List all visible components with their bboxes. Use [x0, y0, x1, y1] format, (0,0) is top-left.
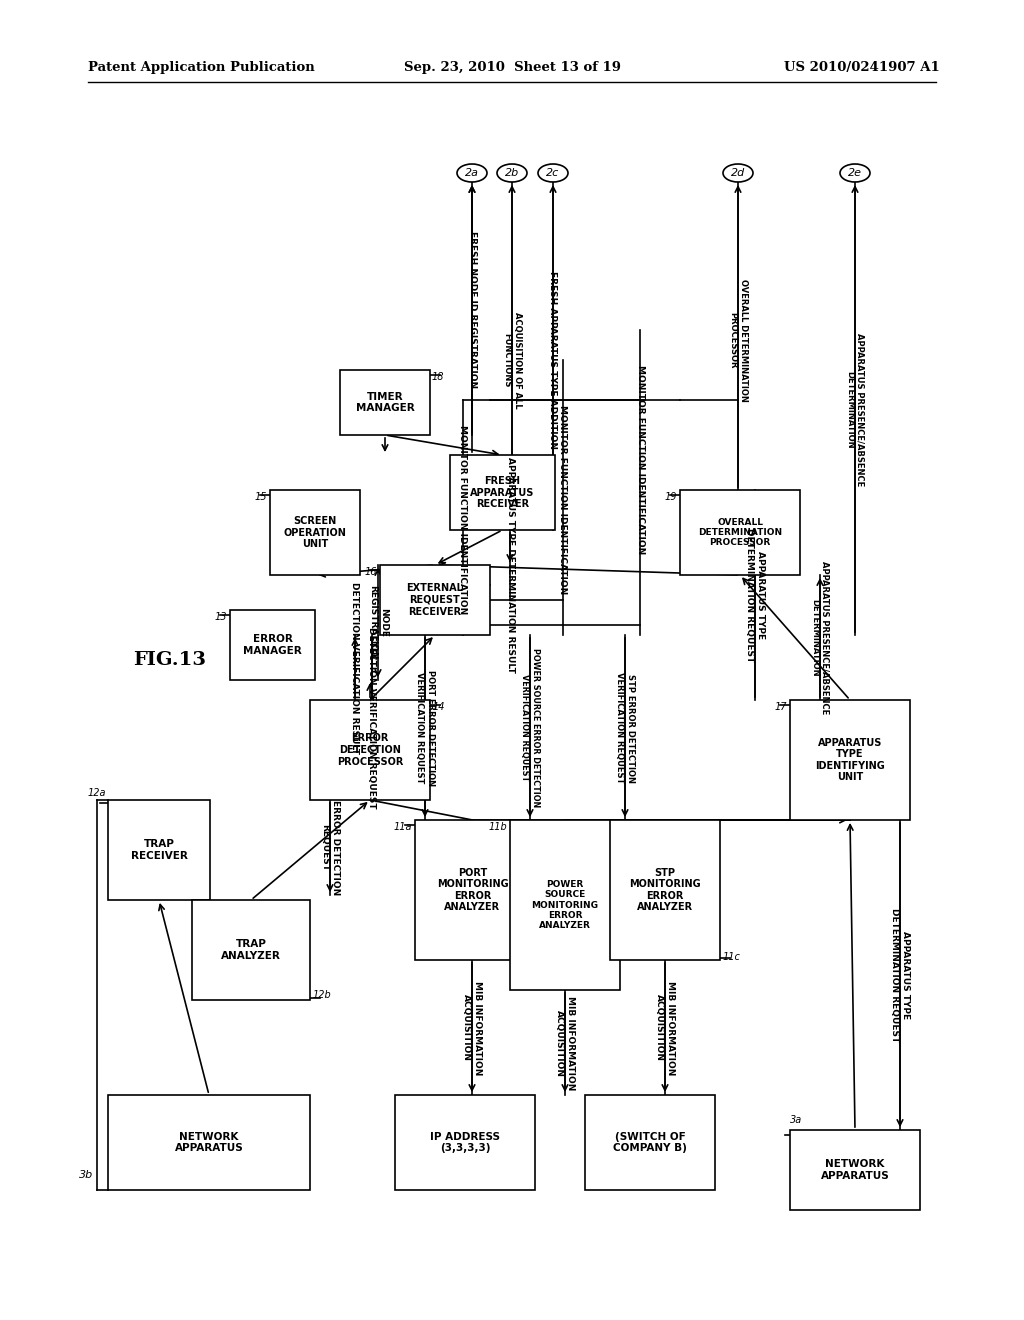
Text: NETWORK
APPARATUS: NETWORK APPARATUS: [175, 1131, 244, 1154]
Text: FRESH APPARATUS TYPE ADDITION: FRESH APPARATUS TYPE ADDITION: [549, 271, 557, 449]
Bar: [415, 820, 530, 960]
Text: ACQUISITION OF ALL
FUNCTIONS: ACQUISITION OF ALL FUNCTIONS: [503, 312, 521, 408]
Ellipse shape: [538, 164, 568, 182]
Text: 16: 16: [365, 568, 377, 577]
Bar: [610, 820, 720, 960]
Text: EXTERNAL
REQUEST
RECEIVER: EXTERNAL REQUEST RECEIVER: [407, 583, 464, 616]
Text: FRESH NODE ID REGISTRATION: FRESH NODE ID REGISTRATION: [468, 231, 476, 388]
Text: 2d: 2d: [731, 168, 745, 178]
Bar: [270, 490, 360, 576]
Text: NETWORK
APPARATUS: NETWORK APPARATUS: [820, 1159, 890, 1181]
Text: 13: 13: [214, 612, 227, 622]
Text: IP ADDRESS
(3,3,3,3): IP ADDRESS (3,3,3,3): [430, 1131, 500, 1154]
Text: 2a: 2a: [465, 168, 479, 178]
Text: 19: 19: [665, 492, 677, 502]
Text: 2c: 2c: [547, 168, 560, 178]
Text: STP
MONITORING
ERROR
ANALYZER: STP MONITORING ERROR ANALYZER: [629, 867, 700, 912]
Text: APPARATUS TYPE
DETERMINATION REQUEST: APPARATUS TYPE DETERMINATION REQUEST: [745, 528, 765, 663]
Text: FIG.13: FIG.13: [133, 651, 207, 669]
Text: STP ERROR DETECTION
VERIFICATION REQUEST: STP ERROR DETECTION VERIFICATION REQUEST: [615, 672, 635, 784]
Bar: [193, 900, 310, 1001]
Text: POWER
SOURCE
MONITORING
ERROR
ANALYZER: POWER SOURCE MONITORING ERROR ANALYZER: [531, 879, 598, 931]
Text: FRESH
APPARATUS
RECEIVER: FRESH APPARATUS RECEIVER: [470, 477, 535, 510]
Text: 18: 18: [432, 372, 444, 381]
Text: PORT ERROR DETECTION
VERIFICATION REQUEST: PORT ERROR DETECTION VERIFICATION REQUES…: [416, 671, 435, 787]
Text: MONITOR FUNCTION IDENTIFICATION: MONITOR FUNCTION IDENTIFICATION: [636, 366, 644, 554]
Bar: [585, 1096, 715, 1191]
Text: MIB INFORMATION
ACQUISITION: MIB INFORMATION ACQUISITION: [655, 981, 675, 1076]
Text: APPARATUS PRESENCE/ABSENCE
DETERMINATION: APPARATUS PRESENCE/ABSENCE DETERMINATION: [810, 561, 829, 714]
Text: TRAP
ANALYZER: TRAP ANALYZER: [221, 940, 281, 961]
Text: POWER SOURCE ERROR DETECTION
VERIFICATION REQUEST: POWER SOURCE ERROR DETECTION VERIFICATIO…: [520, 648, 540, 808]
Bar: [340, 370, 430, 436]
Bar: [380, 565, 490, 635]
Text: (SWITCH OF
COMPANY B): (SWITCH OF COMPANY B): [613, 1131, 687, 1154]
Text: APPARATUS PRESENCE/ABSENCE
DETERMINATION: APPARATUS PRESENCE/ABSENCE DETERMINATION: [845, 334, 864, 487]
Text: 11c: 11c: [723, 952, 741, 962]
Text: MONITOR FUNCTION IDENTIFICATION: MONITOR FUNCTION IDENTIFICATION: [459, 425, 468, 615]
Ellipse shape: [497, 164, 527, 182]
Ellipse shape: [457, 164, 487, 182]
Text: DETECTION VERIFICATION REQUEST: DETECTION VERIFICATION REQUEST: [368, 627, 377, 809]
Text: 2e: 2e: [848, 168, 862, 178]
Text: OVERALL
DETERMINATION
PROCESSOR: OVERALL DETERMINATION PROCESSOR: [698, 517, 782, 548]
Text: PORT
MONITORING
ERROR
ANALYZER: PORT MONITORING ERROR ANALYZER: [436, 867, 508, 912]
Text: OVERALL DETERMINATION
PROCESSOR: OVERALL DETERMINATION PROCESSOR: [728, 279, 748, 401]
Bar: [790, 1130, 920, 1210]
Bar: [680, 490, 800, 576]
Ellipse shape: [840, 164, 870, 182]
Text: 11a: 11a: [393, 822, 412, 832]
Ellipse shape: [723, 164, 753, 182]
Text: MIB INFORMATION
ACQUISITION: MIB INFORMATION ACQUISITION: [555, 995, 574, 1090]
Text: 17: 17: [774, 702, 787, 711]
Text: MONITOR FUNCTION IDENTIFICATION: MONITOR FUNCTION IDENTIFICATION: [558, 405, 567, 594]
Text: 11b: 11b: [488, 822, 507, 832]
Text: US 2010/0241907 A1: US 2010/0241907 A1: [784, 62, 940, 74]
Text: MIB INFORMATION
ACQUISITION: MIB INFORMATION ACQUISITION: [462, 981, 481, 1076]
Text: APPARATUS TYPE
DETERMINATION REQUEST: APPARATUS TYPE DETERMINATION REQUEST: [890, 908, 909, 1041]
Text: 3b: 3b: [79, 1170, 93, 1180]
Text: 2b: 2b: [505, 168, 519, 178]
Bar: [510, 820, 620, 990]
Text: 12b: 12b: [313, 990, 332, 1001]
Bar: [310, 700, 430, 800]
Text: ERROR DETECTION
REQUEST: ERROR DETECTION REQUEST: [321, 800, 340, 896]
Text: Sep. 23, 2010  Sheet 13 of 19: Sep. 23, 2010 Sheet 13 of 19: [403, 62, 621, 74]
Text: APPARATUS TYPE DETERMINATION RESULT: APPARATUS TYPE DETERMINATION RESULT: [506, 457, 514, 673]
Bar: [108, 1096, 310, 1191]
Text: APPARATUS
TYPE
IDENTIFYING
UNIT: APPARATUS TYPE IDENTIFYING UNIT: [815, 738, 885, 783]
Text: NODE
REGISTRATION: NODE REGISTRATION: [369, 585, 388, 659]
Text: 15: 15: [255, 492, 267, 502]
Text: SCREEN
OPERATION
UNIT: SCREEN OPERATION UNIT: [284, 516, 346, 549]
Text: 14: 14: [433, 702, 445, 711]
Text: DETECTION VERIFICATION RESULT: DETECTION VERIFICATION RESULT: [350, 582, 359, 754]
Bar: [790, 700, 910, 820]
Text: Patent Application Publication: Patent Application Publication: [88, 62, 314, 74]
Text: 3a: 3a: [790, 1115, 802, 1125]
Bar: [230, 610, 315, 680]
Text: ERROR
DETECTION
PROCESSOR: ERROR DETECTION PROCESSOR: [337, 734, 403, 767]
Bar: [108, 800, 210, 900]
Bar: [395, 1096, 535, 1191]
Text: TIMER
MANAGER: TIMER MANAGER: [355, 392, 415, 413]
Text: TRAP
RECEIVER: TRAP RECEIVER: [131, 840, 187, 861]
Text: 12a: 12a: [87, 788, 106, 799]
Text: ERROR
MANAGER: ERROR MANAGER: [243, 634, 302, 656]
Bar: [450, 455, 555, 531]
